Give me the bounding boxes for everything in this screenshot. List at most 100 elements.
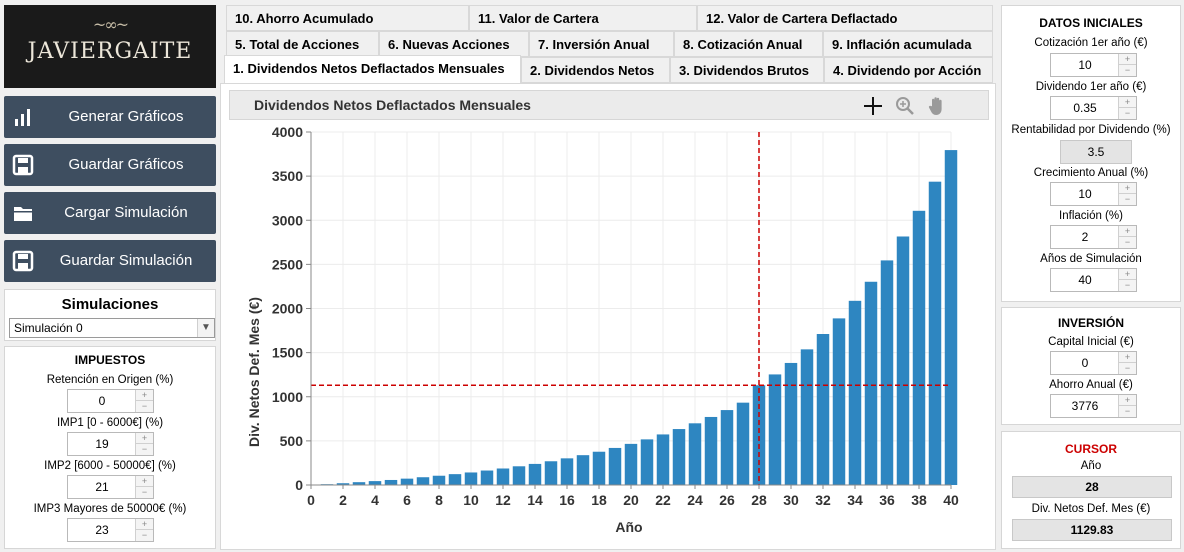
bar-year-39: [928, 181, 942, 485]
bar-year-13: [512, 466, 526, 485]
stepper-up-icon[interactable]: +: [1118, 269, 1136, 280]
tab-cotizacion-anual[interactable]: 8. Cotización Anual: [674, 31, 823, 57]
y-tick-label: 0: [295, 477, 303, 493]
x-tick-label: 20: [623, 492, 639, 508]
imp3-value: 23: [95, 523, 109, 537]
y-tick-label: 2500: [272, 256, 303, 272]
imp1-stepper[interactable]: 19 + −: [67, 432, 154, 456]
floppy-icon: [12, 250, 34, 272]
x-tick-label: 14: [527, 492, 543, 508]
taxes-box: IMPUESTOS Retención en Origen (%) 0 + − I…: [4, 346, 216, 549]
cursor-year-label: Año: [1080, 460, 1102, 472]
dividend-first-year-stepper[interactable]: 0.35 + −: [1050, 96, 1137, 120]
initial-data-title: DATOS INICIALES: [1039, 16, 1143, 30]
save-simulation-button[interactable]: Guardar Simulación: [4, 240, 216, 282]
tab-inflacion-acumulada[interactable]: 9. Inflación acumulada: [823, 31, 993, 57]
x-tick-label: 10: [463, 492, 479, 508]
logo-ornament: ~∞~: [92, 15, 129, 34]
stepper-up-icon[interactable]: +: [135, 476, 153, 487]
stepper-down-icon[interactable]: −: [1118, 280, 1136, 291]
price-first-year-stepper[interactable]: 10 + −: [1050, 53, 1137, 77]
stepper-down-icon[interactable]: −: [1118, 237, 1136, 248]
tab-dividendo-por-accion[interactable]: 4. Dividendo por Acción: [824, 57, 993, 83]
stepper-up-icon[interactable]: +: [1118, 183, 1136, 194]
dividend-yield-label: Rentabilidad por Dividendo (%): [1011, 124, 1171, 136]
tab-ahorro-acumulado[interactable]: 10. Ahorro Acumulado: [226, 5, 469, 31]
bar-year-28: [752, 385, 766, 485]
stepper-down-icon[interactable]: −: [1118, 406, 1136, 417]
stepper-up-icon[interactable]: +: [1118, 97, 1136, 108]
x-tick-label: 4: [371, 492, 379, 508]
bar-year-20: [624, 443, 638, 485]
bar-year-14: [528, 463, 542, 485]
pan-hand-icon[interactable]: [926, 95, 948, 117]
stepper-down-icon[interactable]: −: [1118, 363, 1136, 374]
tab-dividendos-brutos[interactable]: 3. Dividendos Brutos: [670, 57, 824, 83]
stepper-down-icon[interactable]: −: [1118, 65, 1136, 76]
bar-year-38: [912, 210, 926, 485]
stepper-up-icon[interactable]: +: [135, 433, 153, 444]
tab-dividendos-netos[interactable]: 2. Dividendos Netos: [521, 57, 670, 83]
save-charts-button[interactable]: Guardar Gráficos: [4, 144, 216, 186]
bar-year-22: [656, 434, 670, 485]
bar-year-40: [944, 150, 958, 485]
bar-year-8: [432, 475, 446, 485]
stepper-down-icon[interactable]: −: [135, 444, 153, 455]
bar-year-4: [368, 481, 382, 485]
tab-total-acciones[interactable]: 5. Total de Acciones: [226, 31, 379, 57]
stepper-up-icon[interactable]: +: [135, 390, 153, 401]
tab-inversion-anual[interactable]: 7. Inversión Anual: [529, 31, 674, 57]
annual-growth-label: Crecimiento Anual (%): [1033, 167, 1149, 179]
initial-capital-stepper[interactable]: 0 + −: [1050, 351, 1137, 375]
stepper-down-icon[interactable]: −: [1118, 108, 1136, 119]
chevron-down-icon[interactable]: ▼: [197, 319, 214, 337]
x-tick-label: 26: [719, 492, 735, 508]
bar-year-3: [352, 482, 366, 485]
annual-saving-stepper[interactable]: 3776 + −: [1050, 394, 1137, 418]
tab-nuevas-acciones[interactable]: 6. Nuevas Acciones: [379, 31, 529, 57]
stepper-down-icon[interactable]: −: [135, 530, 153, 541]
bar-year-11: [480, 470, 494, 485]
cursor-title: CURSOR: [1064, 442, 1117, 456]
stepper-down-icon[interactable]: −: [135, 401, 153, 412]
zoom-icon[interactable]: [894, 95, 916, 117]
simulation-years-label: Años de Simulación: [1040, 253, 1142, 265]
right-panel: DATOS INICIALES Cotización 1er año (€) 1…: [998, 0, 1184, 552]
simulation-select[interactable]: Simulación 0 ▼: [9, 318, 215, 338]
price-first-year-value: 10: [1078, 58, 1092, 72]
x-tick-label: 2: [339, 492, 347, 508]
load-simulation-button[interactable]: Cargar Simulación: [4, 192, 216, 234]
bar-year-7: [416, 477, 430, 485]
x-axis-label: Año: [615, 519, 642, 535]
stepper-down-icon[interactable]: −: [135, 487, 153, 498]
tab-dividendos-netos-deflactados[interactable]: 1. Dividendos Netos Deflactados Mensuale…: [224, 55, 521, 83]
stepper-down-icon[interactable]: −: [1118, 194, 1136, 205]
stepper-up-icon[interactable]: +: [1118, 352, 1136, 363]
imp3-stepper[interactable]: 23 + −: [67, 518, 154, 542]
inflation-label: Inflación (%): [1059, 210, 1123, 222]
y-tick-label: 3000: [272, 212, 303, 228]
bar-year-31: [800, 349, 814, 485]
x-tick-label: 18: [591, 492, 607, 508]
bar-year-5: [384, 479, 398, 485]
annual-saving-label: Ahorro Anual (€): [1049, 379, 1133, 391]
withholding-stepper[interactable]: 0 + −: [67, 389, 154, 413]
tab-valor-cartera[interactable]: 11. Valor de Cartera: [469, 5, 697, 31]
generate-charts-button[interactable]: Generar Gráficos: [4, 96, 216, 138]
annual-growth-stepper[interactable]: 10 + −: [1050, 182, 1137, 206]
simulation-years-stepper[interactable]: 40 + −: [1050, 268, 1137, 292]
stepper-up-icon[interactable]: +: [1118, 395, 1136, 406]
imp2-stepper[interactable]: 21 + −: [67, 475, 154, 499]
y-tick-label: 500: [280, 433, 304, 449]
stepper-up-icon[interactable]: +: [1118, 226, 1136, 237]
bar-year-21: [640, 439, 654, 485]
stepper-up-icon[interactable]: +: [1118, 54, 1136, 65]
tab-valor-cartera-deflactado[interactable]: 12. Valor de Cartera Deflactado: [697, 5, 993, 31]
inflation-stepper[interactable]: 2 + −: [1050, 225, 1137, 249]
stepper-up-icon[interactable]: +: [135, 519, 153, 530]
crosshair-icon[interactable]: [862, 95, 884, 117]
investment-box: INVERSIÓN Capital Inicial (€) 0 + − Ahorr…: [1001, 307, 1181, 425]
bar-year-34: [848, 300, 862, 485]
inflation-value: 2: [1081, 230, 1089, 244]
